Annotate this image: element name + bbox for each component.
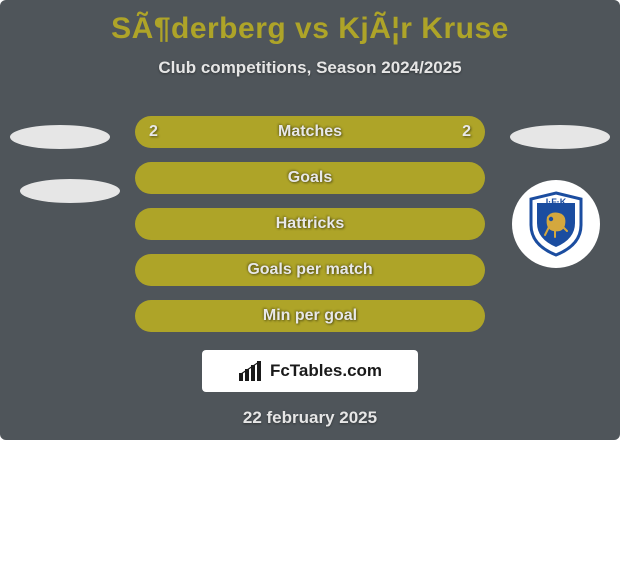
stat-label: Hattricks bbox=[276, 215, 344, 233]
stat-value-left: 2 bbox=[149, 123, 158, 141]
stat-row: Matches 2 2 bbox=[135, 116, 485, 148]
card-content: SÃ¶derberg vs KjÃ¦r Kruse Club competiti… bbox=[0, 0, 620, 428]
subtitle: Club competitions, Season 2024/2025 bbox=[0, 58, 620, 78]
brand-text: FcTables.com bbox=[270, 361, 382, 381]
stat-label: Goals per match bbox=[247, 261, 372, 279]
stat-value-right: 2 bbox=[462, 123, 471, 141]
date-text: 22 february 2025 bbox=[0, 408, 620, 428]
stat-row: Min per goal bbox=[135, 300, 485, 332]
brand-badge: FcTables.com bbox=[202, 350, 418, 392]
stats-list: Matches 2 2 Goals Hattricks Goals per match Mi… bbox=[0, 116, 620, 332]
stat-label: Matches bbox=[278, 123, 342, 141]
comparison-card: SÃ¶derberg vs KjÃ¦r Kruse Club competiti… bbox=[0, 0, 620, 580]
stat-label: Goals bbox=[288, 169, 332, 187]
stat-row: Goals bbox=[135, 162, 485, 194]
stat-row: Goals per match bbox=[135, 254, 485, 286]
stat-row: Hattricks bbox=[135, 208, 485, 240]
bar-chart-icon bbox=[238, 361, 264, 381]
stat-label: Min per goal bbox=[263, 307, 357, 325]
page-title: SÃ¶derberg vs KjÃ¦r Kruse bbox=[0, 12, 620, 46]
